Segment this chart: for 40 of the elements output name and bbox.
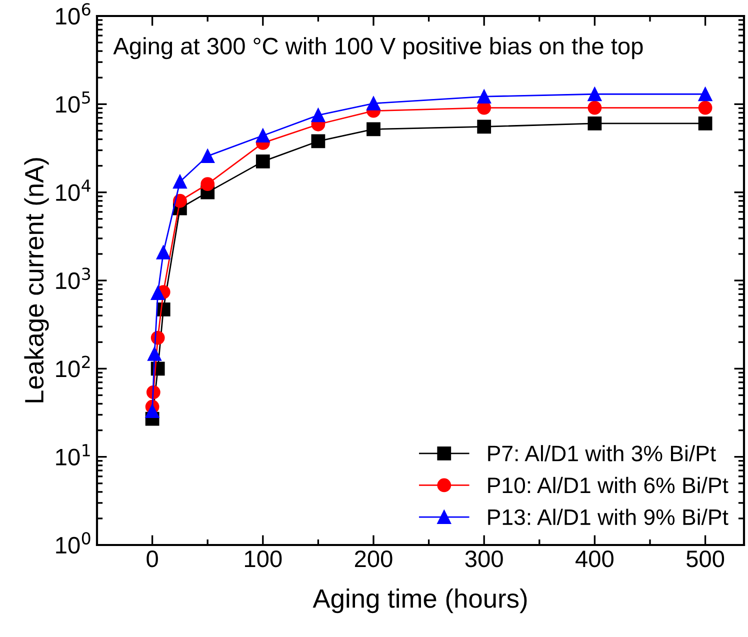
point bbox=[256, 128, 270, 143]
point bbox=[148, 346, 162, 361]
x-tick-label: 0 bbox=[146, 550, 158, 568]
point bbox=[698, 116, 712, 130]
point bbox=[311, 134, 326, 148]
x-tick-label: 300 bbox=[465, 550, 503, 568]
point bbox=[150, 286, 165, 300]
x-tick-label: 400 bbox=[576, 550, 614, 568]
legend-label: P7: Al/D1 with 3% Bi/Pt bbox=[488, 445, 716, 462]
point bbox=[477, 90, 492, 104]
point bbox=[311, 108, 326, 122]
y-tick-label: 10$^{2}$ bbox=[56, 356, 90, 378]
point bbox=[256, 154, 270, 168]
point bbox=[173, 174, 187, 189]
annotation: Aging at 300 °C with 100 V positive bias on the top bbox=[113, 37, 643, 60]
legend-label: P10: Al/D1 with 6% Bi/Pt bbox=[488, 476, 728, 494]
y-tick-label: 10$^{0}$ bbox=[56, 532, 90, 554]
point bbox=[200, 149, 215, 163]
point bbox=[588, 87, 602, 102]
point bbox=[200, 177, 215, 192]
x-tick-label: 200 bbox=[354, 550, 392, 568]
point bbox=[366, 122, 380, 136]
x-axis-title: Aging time (hours) bbox=[312, 588, 527, 614]
point bbox=[698, 87, 712, 102]
y-axis-title: Leakage current (nA) bbox=[24, 158, 49, 402]
point bbox=[588, 100, 602, 115]
y-tick-label: 10$^{3}$ bbox=[56, 268, 90, 290]
point bbox=[477, 120, 492, 134]
y-tick-label: 10$^{6}$ bbox=[56, 3, 90, 25]
y-tick-label: 10$^{4}$ bbox=[56, 180, 90, 201]
point bbox=[588, 116, 602, 130]
y-tick-label: 10$^{5}$ bbox=[56, 91, 90, 113]
x-tick-label: 500 bbox=[686, 550, 724, 568]
x-tick-label: 100 bbox=[245, 550, 282, 568]
point bbox=[698, 100, 712, 115]
point bbox=[145, 404, 160, 418]
point bbox=[156, 246, 170, 260]
legend-label: P13: Al/D1 with 9% Bi/Pt bbox=[488, 508, 728, 526]
y-tick-label: 10$^{1}$ bbox=[56, 444, 90, 466]
point bbox=[366, 96, 380, 110]
